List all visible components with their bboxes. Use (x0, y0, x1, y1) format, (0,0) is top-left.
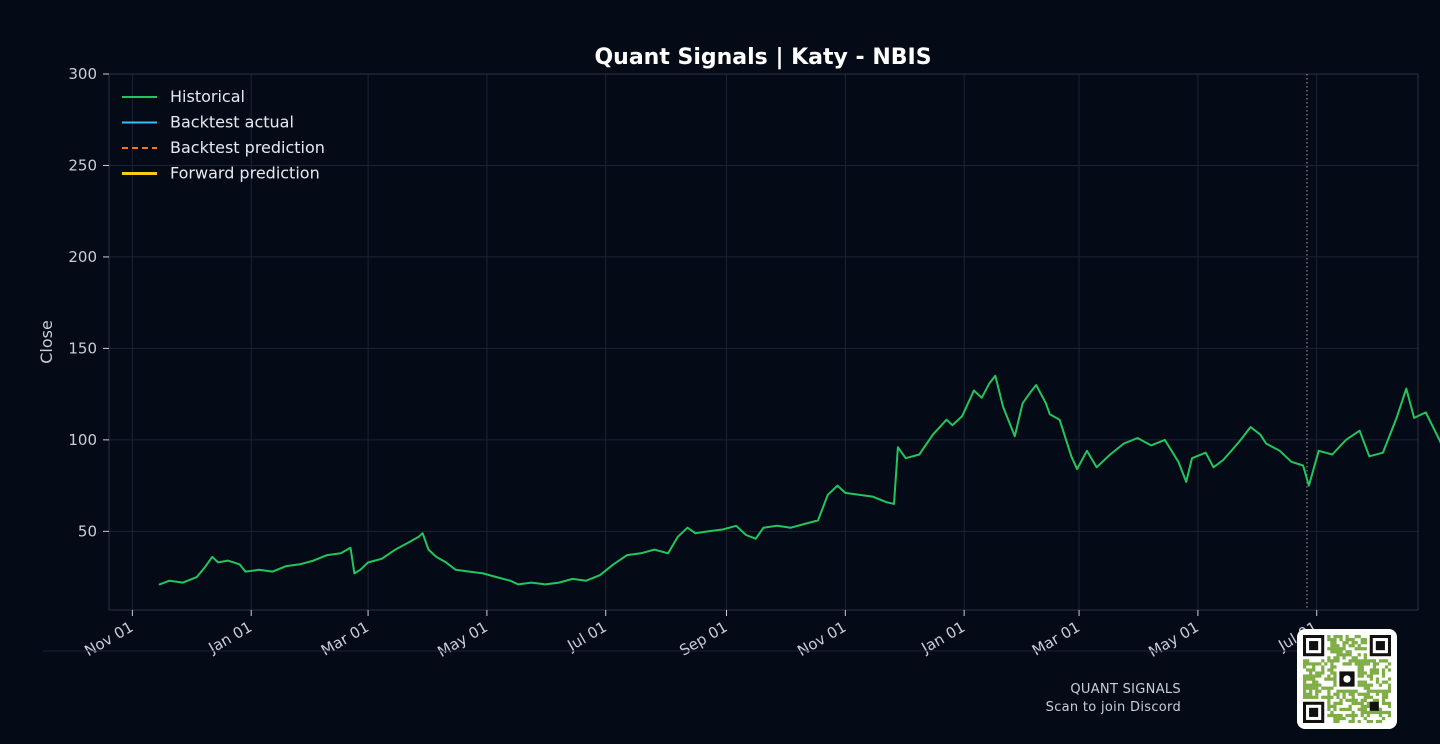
x-tick-label: May 01 (434, 618, 491, 661)
x-tick-label: Nov 01 (794, 618, 849, 660)
x-tick-label: Jul 01 (564, 618, 610, 655)
y-tick-label: 150 (68, 339, 97, 357)
x-tick-label: Mar 01 (318, 618, 372, 660)
y-tick-label: 250 (68, 156, 97, 174)
series-group (158, 374, 1440, 586)
qr-code-icon (1303, 635, 1391, 723)
y-tick-label: 100 (68, 431, 97, 449)
brand-text: QUANT SIGNALS (1070, 682, 1181, 697)
x-tick-label: Jan 01 (205, 618, 256, 658)
y-tick-label: 200 (68, 248, 97, 266)
y-tick-label: 300 (68, 65, 97, 83)
y-axis: 50 100 150 200 250 300 (68, 65, 109, 540)
legend-label: Backtest prediction (170, 138, 325, 157)
legend: Historical Backtest actual Backtest predic… (122, 87, 325, 183)
discord-cta-text: Scan to join Discord (1045, 700, 1181, 715)
x-tick-label: Jan 01 (918, 618, 969, 658)
y-tick-label: 50 (78, 522, 97, 540)
chart-title: Quant Signals | Katy - NBIS (594, 45, 931, 70)
x-axis: Nov 01 Jan 01 Mar 01 May 01 Jul 01 Sep 01 Nov … (81, 610, 1321, 661)
discord-qr-code[interactable] (1297, 629, 1397, 729)
x-tick-label: May 01 (1145, 618, 1202, 661)
y-axis-label: Close (37, 320, 56, 364)
legend-label: Forward prediction (170, 164, 320, 183)
series-line-historical (158, 374, 1440, 586)
plot-frame (108, 73, 1419, 611)
legend-label: Historical (170, 87, 245, 106)
x-tick-label: Sep 01 (676, 618, 730, 660)
x-tick-label: Mar 01 (1029, 618, 1083, 660)
x-tick-label: Nov 01 (81, 618, 136, 660)
legend-label: Backtest actual (170, 113, 294, 132)
